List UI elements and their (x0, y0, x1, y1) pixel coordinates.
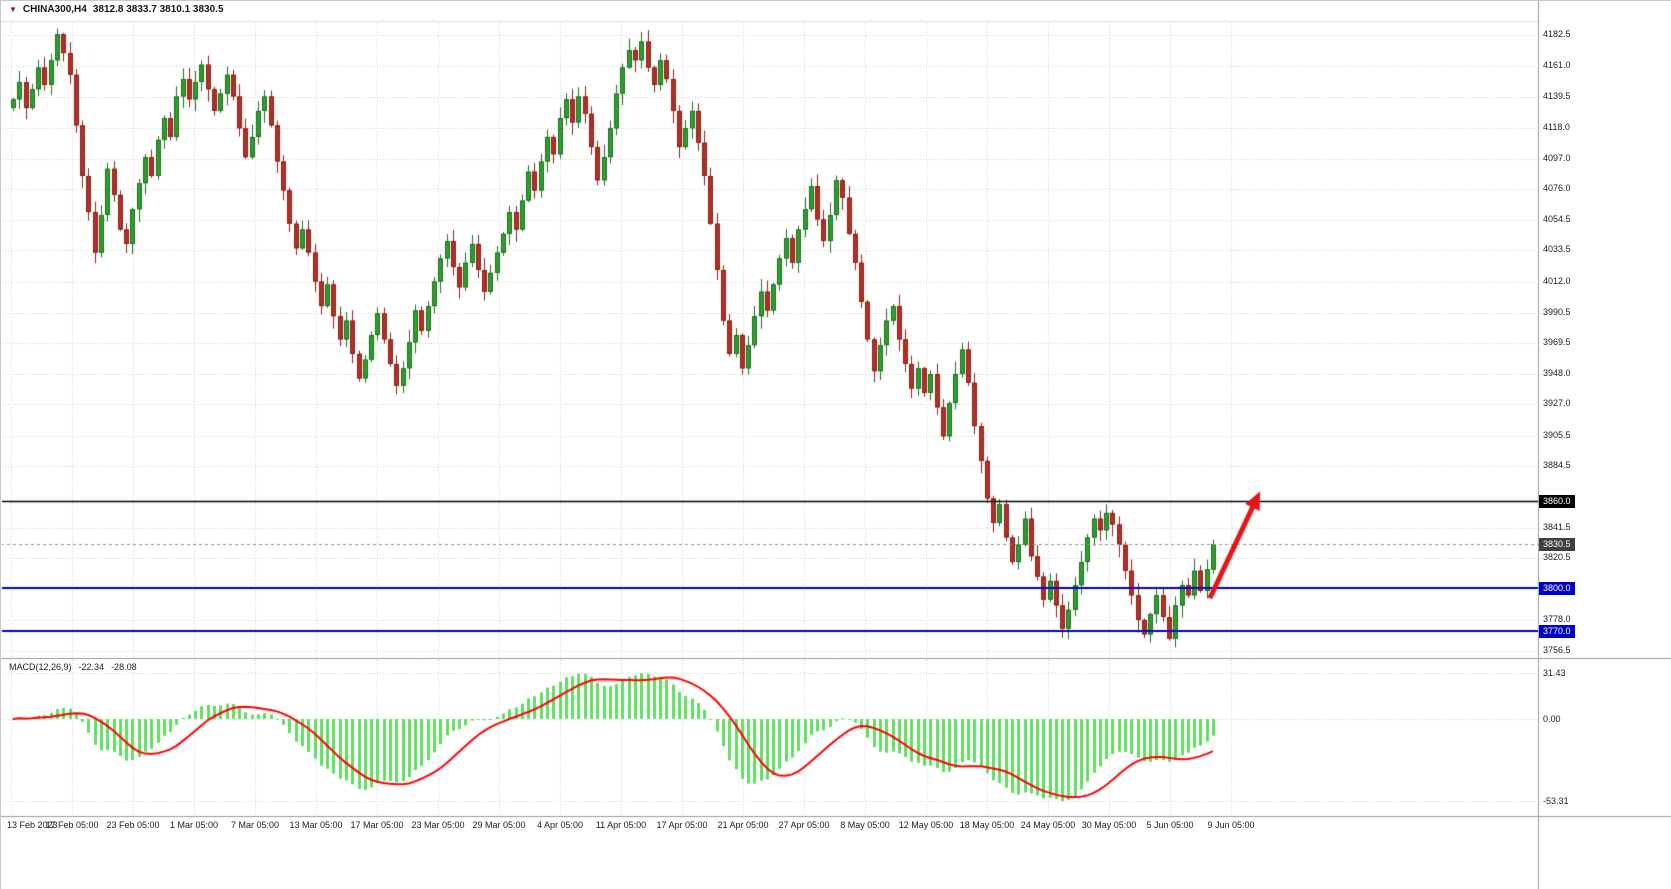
macd-signal-value: -28.08 (111, 662, 137, 672)
time-axis-label: 23 Mar 05:00 (411, 820, 465, 830)
time-axis-label: 23 Feb 05:00 (106, 820, 160, 830)
price-axis-label: 3990.5 (1543, 307, 1571, 317)
symbol-icon: ▼ (9, 4, 17, 14)
price-axis-label: 3884.5 (1543, 460, 1571, 470)
price-axis-label: 3841.5 (1543, 522, 1571, 532)
macd-main-value: -22.34 (78, 662, 105, 672)
time-axis-label: 21 Apr 05:00 (717, 820, 769, 830)
time-axis-label: 17 Apr 05:00 (656, 820, 708, 830)
time-axis-label: 12 May 05:00 (898, 820, 954, 830)
time-axis-label: 11 Apr 05:00 (595, 820, 647, 830)
macd-indicator-label: MACD(12,26,9) -22.34 -28.08 (9, 662, 137, 672)
time-axis-label: 27 Apr 05:00 (778, 820, 830, 830)
time-axis-label: 17 Mar 05:00 (350, 820, 404, 830)
price-axis-label: 3756.5 (1543, 645, 1571, 655)
price-level-badge: 3800.0 (1539, 582, 1575, 595)
price-axis-label: 4033.5 (1543, 244, 1571, 254)
price-axis-label: 4139.5 (1543, 91, 1571, 101)
price-axis-label: 4054.5 (1543, 214, 1571, 224)
macd-scale-label: 0.00 (1543, 714, 1561, 724)
price-axis-label: 3905.5 (1543, 430, 1571, 440)
time-axis-label: 9 Jun 05:00 (1207, 820, 1255, 830)
symbol-timeframe: CHINA300,H4 (22, 4, 87, 15)
time-axis-label: 29 Mar 05:00 (472, 820, 526, 830)
time-axis-label: 24 May 05:00 (1020, 820, 1076, 830)
price-level-badge: 3770.0 (1539, 625, 1575, 638)
chart-title: ▼ CHINA300,H4 3812.8 3833.7 3810.1 3830.… (9, 4, 224, 15)
macd-name: MACD(12,26,9) (9, 662, 72, 672)
price-level-badge: 3860.0 (1539, 495, 1575, 508)
time-axis-label: 8 May 05:00 (840, 820, 890, 830)
time-axis-label: 17 Feb 05:00 (45, 820, 99, 830)
price-axis-label: 4097.0 (1543, 153, 1571, 163)
time-axis-label: 13 Mar 05:00 (289, 820, 343, 830)
price-axis-label: 3969.5 (1543, 337, 1571, 347)
time-axis-label: 5 Jun 05:00 (1146, 820, 1194, 830)
time-axis-label: 4 Apr 05:00 (536, 820, 584, 830)
time-axis-label: 1 Mar 05:00 (169, 820, 219, 830)
price-axis-label: 4161.0 (1543, 60, 1571, 70)
price-axis-label: 4012.0 (1543, 276, 1571, 286)
price-axis-label: 3820.5 (1543, 552, 1571, 562)
price-axis-label: 4118.0 (1543, 122, 1570, 132)
price-axis-label: 3948.0 (1543, 368, 1571, 378)
price-axis-label: 4076.0 (1543, 183, 1571, 193)
macd-scale-label: -53.31 (1543, 796, 1569, 806)
price-axis-label: 4182.5 (1543, 29, 1571, 39)
price-axis-label: 3778.0 (1543, 614, 1571, 624)
time-axis-label: 13 Feb 2023 (7, 820, 58, 830)
price-axis-label: 3927.0 (1543, 398, 1571, 408)
current-price-badge: 3830.5 (1539, 538, 1575, 551)
time-axis-label: 18 May 05:00 (959, 820, 1015, 830)
time-axis-label: 30 May 05:00 (1081, 820, 1137, 830)
ohlc-values: 3812.8 3833.7 3810.1 3830.5 (92, 4, 224, 15)
time-axis-label: 7 Mar 05:00 (230, 820, 280, 830)
macd-scale-label: 31.43 (1543, 668, 1566, 678)
